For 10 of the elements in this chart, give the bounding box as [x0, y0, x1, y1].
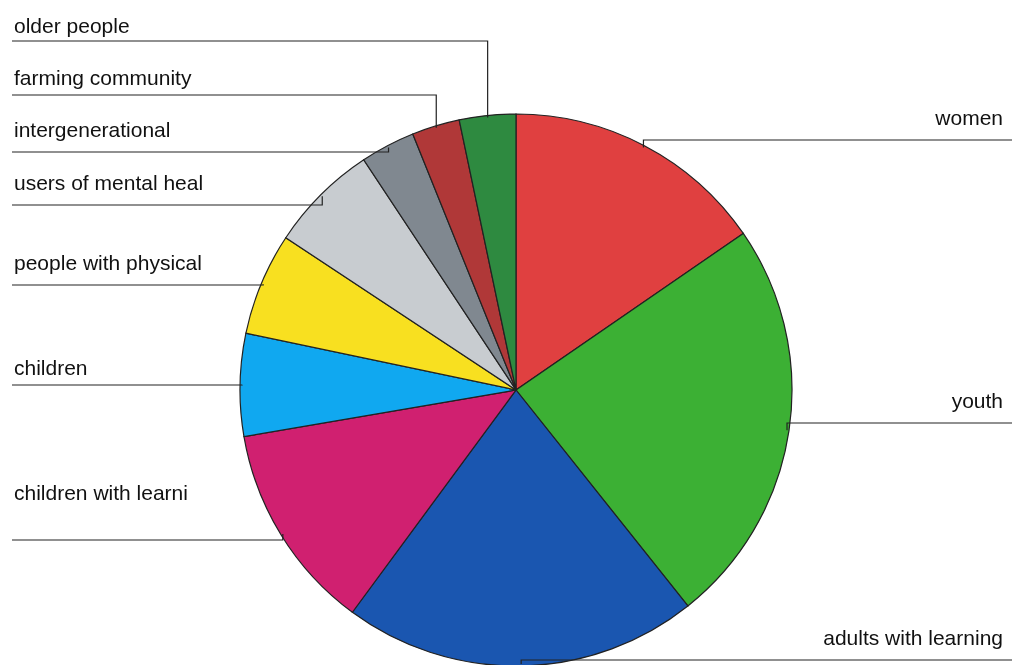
slice-label: intergenerational — [14, 118, 171, 141]
slice-label: children — [14, 356, 88, 379]
slice-label: farming community — [14, 66, 192, 89]
slice-label: older people — [14, 14, 130, 37]
slice-label: users of mental heal — [14, 171, 204, 194]
slice-label: adults with learning — [823, 626, 1003, 649]
slice-label: people with physical — [14, 251, 202, 274]
slice-label: women — [934, 106, 1003, 129]
slice-label: youth — [951, 389, 1003, 412]
slice-label: children with learni — [14, 481, 188, 504]
